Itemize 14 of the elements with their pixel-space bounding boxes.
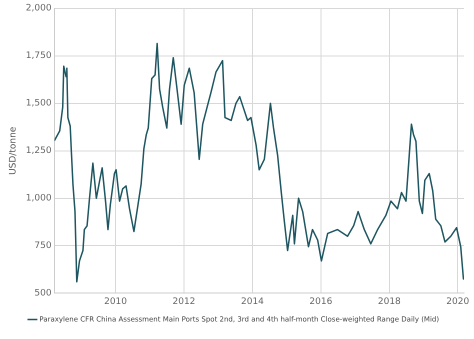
x-tick-label: 2012 [172, 296, 196, 307]
y-tick-label: 1,000 [26, 194, 52, 204]
y-axis-title: USD/tonne [8, 126, 19, 175]
x-tick-label: 2010 [104, 296, 128, 307]
x-tick-label: 2020 [446, 296, 470, 307]
y-tick-label: 1,250 [26, 146, 52, 156]
y-tick-label: 1,750 [26, 51, 52, 62]
x-tick-label: 2018 [378, 296, 402, 307]
y-tick-label: 2,000 [26, 4, 52, 14]
x-tick-label: 2014 [240, 296, 264, 307]
y-tick-label: 500 [34, 288, 52, 299]
x-tick-label: 2016 [309, 296, 333, 307]
y-tick-label: 750 [34, 241, 52, 252]
y-tick-label: 1,500 [26, 98, 52, 109]
